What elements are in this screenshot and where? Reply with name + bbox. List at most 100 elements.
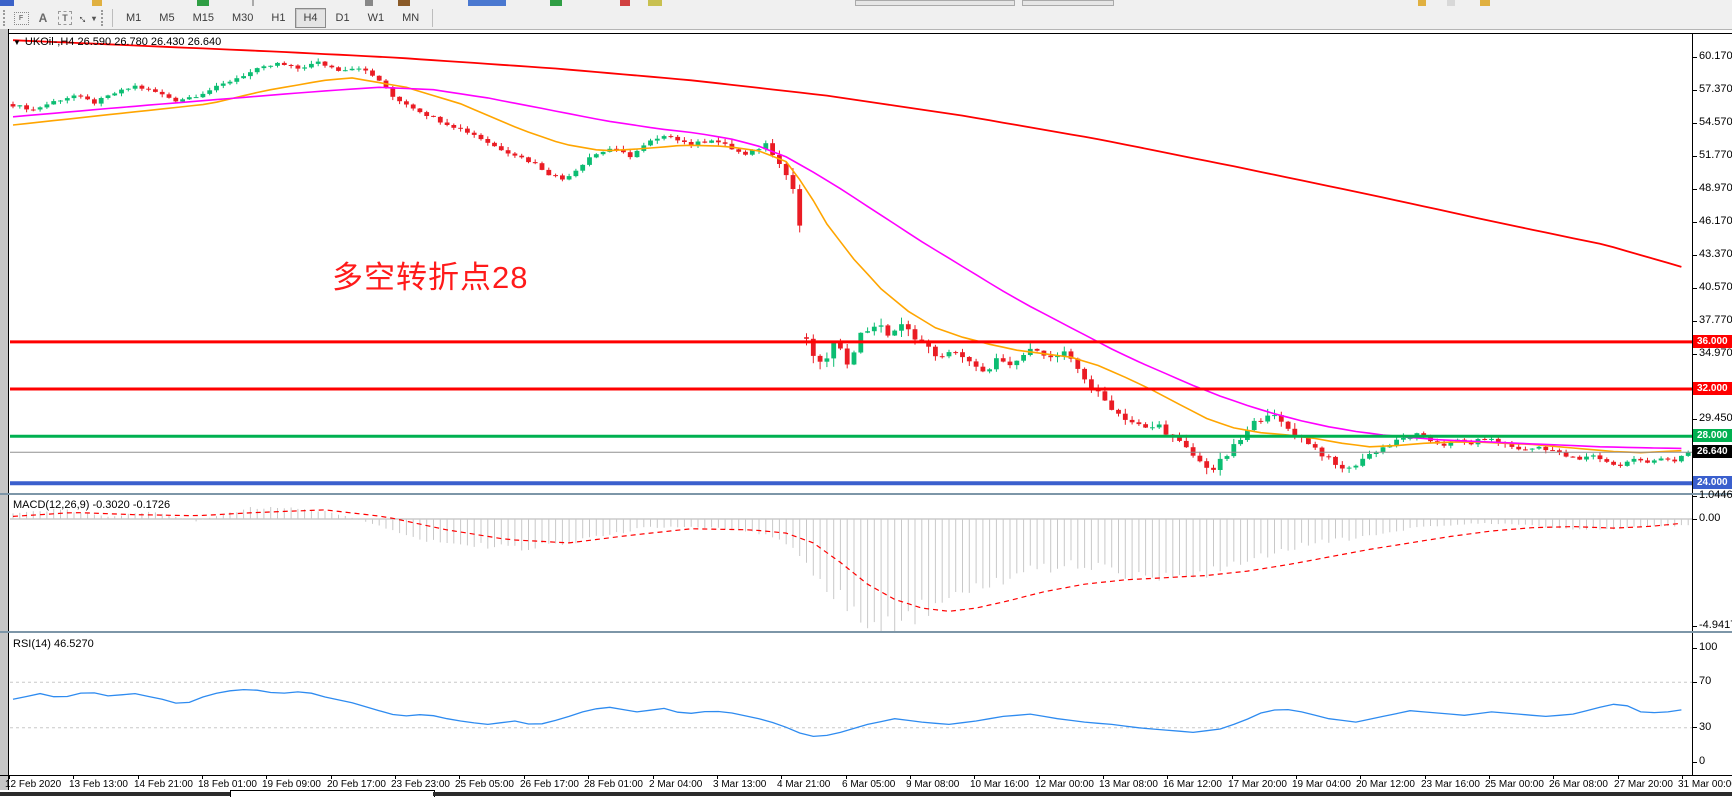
price-scale-tick[interactable] xyxy=(1692,288,1697,289)
time-axis-label[interactable]: 19 Feb 09:00 xyxy=(262,779,321,790)
rsi-scale-tick[interactable] xyxy=(1692,727,1697,728)
time-axis-label[interactable]: 31 Mar 00:00 xyxy=(1678,779,1732,790)
rsi-scale-label[interactable]: 100 xyxy=(1699,641,1718,653)
time-axis-label[interactable]: 26 Feb 17:00 xyxy=(520,779,579,790)
scrollbar-track-left[interactable] xyxy=(0,792,230,796)
price-scale-tick[interactable] xyxy=(1692,57,1697,58)
time-axis-label[interactable]: 6 Mar 05:00 xyxy=(842,779,896,790)
time-axis-tick[interactable] xyxy=(653,775,654,779)
time-axis-label[interactable]: 17 Mar 20:00 xyxy=(1228,779,1287,790)
timeframe-button-m30[interactable]: M30 xyxy=(231,12,254,24)
text-icon[interactable]: A xyxy=(33,8,53,28)
rsi-scale-label[interactable]: 30 xyxy=(1699,721,1712,733)
time-axis-tick[interactable] xyxy=(331,775,332,779)
time-axis-label[interactable]: 9 Mar 08:00 xyxy=(906,779,960,790)
time-axis-tick[interactable] xyxy=(9,775,10,779)
time-axis-tick[interactable] xyxy=(1553,775,1554,779)
time-axis-tick[interactable] xyxy=(202,775,203,779)
time-axis-label[interactable]: 3 Mar 13:00 xyxy=(713,779,767,790)
rsi-scale-tick[interactable] xyxy=(1692,648,1697,649)
time-axis-label[interactable]: 28 Feb 01:00 xyxy=(584,779,643,790)
toolbar-grip[interactable] xyxy=(3,10,10,26)
time-axis-label[interactable]: 13 Mar 08:00 xyxy=(1099,779,1158,790)
time-axis-tick[interactable] xyxy=(588,775,589,779)
timeframe-button-mn[interactable]: MN xyxy=(402,12,420,24)
price-scale-label[interactable]: 34.970 xyxy=(1699,347,1732,359)
price-line-badge[interactable]: 36.000 xyxy=(1693,335,1732,348)
collapse-triangle-icon[interactable]: ▼ xyxy=(13,38,21,47)
price-scale-label[interactable]: 51.770 xyxy=(1699,149,1732,161)
time-axis-tick[interactable] xyxy=(1425,775,1426,779)
macd-scale-tick[interactable] xyxy=(1692,496,1697,497)
macd-scale-label[interactable]: -4.9417 xyxy=(1699,619,1732,631)
scrollbar-thumb[interactable] xyxy=(230,790,435,797)
time-axis-label[interactable]: 26 Mar 08:00 xyxy=(1549,779,1608,790)
timeframe-button-d1[interactable]: D1 xyxy=(335,12,350,24)
time-axis-tick[interactable] xyxy=(138,775,139,779)
current-price-badge[interactable]: 26.640 xyxy=(1693,445,1732,458)
chart-annotation-text[interactable]: 多空转折点28 xyxy=(332,260,529,295)
timeframe-button-w1[interactable]: W1 xyxy=(367,12,385,24)
time-axis-tick[interactable] xyxy=(459,775,460,779)
time-axis-tick[interactable] xyxy=(73,775,74,779)
rsi-panel-splitter[interactable] xyxy=(0,631,1732,633)
time-axis-label[interactable]: 25 Feb 05:00 xyxy=(455,779,514,790)
scrollbar-track-right[interactable] xyxy=(433,792,1732,796)
price-scale-tick[interactable] xyxy=(1692,156,1697,157)
arrows-tool-icon[interactable]: ↔ ▾ xyxy=(75,8,97,28)
macd-panel-splitter[interactable] xyxy=(0,493,1732,495)
macd-scale-label[interactable]: 0.00 xyxy=(1699,512,1721,524)
time-axis-label[interactable]: 12 Feb 2020 xyxy=(5,779,62,790)
time-axis-tick[interactable] xyxy=(1167,775,1168,779)
timeframe-button-m5[interactable]: M5 xyxy=(159,12,175,24)
time-axis-label[interactable]: 10 Mar 16:00 xyxy=(970,779,1029,790)
price-scale-label[interactable]: 43.370 xyxy=(1699,248,1732,260)
price-scale-tick[interactable] xyxy=(1692,189,1697,190)
time-axis-tick[interactable] xyxy=(1618,775,1619,779)
time-axis-label[interactable]: 23 Mar 16:00 xyxy=(1421,779,1480,790)
text-label-icon[interactable]: T xyxy=(55,8,75,28)
timeframe-button-m15[interactable]: M15 xyxy=(192,12,214,24)
timeframe-button-h1[interactable]: H1 xyxy=(271,12,286,24)
time-axis-tick[interactable] xyxy=(846,775,847,779)
time-axis-tick[interactable] xyxy=(395,775,396,779)
rsi-scale-label[interactable]: 0 xyxy=(1699,755,1706,767)
time-axis-tick[interactable] xyxy=(524,775,525,779)
price-scale-tick[interactable] xyxy=(1692,90,1697,91)
time-axis-label[interactable]: 20 Mar 12:00 xyxy=(1356,779,1415,790)
time-axis-label[interactable]: 20 Feb 17:00 xyxy=(327,779,386,790)
rsi-scale-label[interactable]: 70 xyxy=(1699,675,1712,687)
time-axis-tick[interactable] xyxy=(974,775,975,779)
price-scale-tick[interactable] xyxy=(1692,354,1697,355)
toolbar-grip[interactable] xyxy=(101,10,108,26)
time-axis-tick[interactable] xyxy=(1682,775,1683,779)
macd-scale-tick[interactable] xyxy=(1692,519,1697,520)
macd-panel-canvas[interactable] xyxy=(10,496,1692,631)
rsi-panel-canvas[interactable] xyxy=(10,634,1692,774)
price-scale-label[interactable]: 57.370 xyxy=(1699,83,1732,95)
price-scale-label[interactable]: 54.570 xyxy=(1699,116,1732,128)
time-axis-label[interactable]: 13 Feb 13:00 xyxy=(69,779,128,790)
time-axis-tick[interactable] xyxy=(717,775,718,779)
fibonacci-retracement-icon[interactable]: F xyxy=(11,8,31,28)
chevron-down-icon[interactable]: ▾ xyxy=(92,13,97,23)
time-axis-label[interactable]: 27 Mar 20:00 xyxy=(1614,779,1673,790)
price-scale-label[interactable]: 48.970 xyxy=(1699,182,1732,194)
time-axis-tick[interactable] xyxy=(266,775,267,779)
time-axis-label[interactable]: 25 Mar 00:00 xyxy=(1485,779,1544,790)
rsi-scale-tick[interactable] xyxy=(1692,762,1697,763)
time-axis-label[interactable]: 4 Mar 21:00 xyxy=(777,779,831,790)
time-axis-label[interactable]: 23 Feb 23:00 xyxy=(391,779,450,790)
price-scale-tick[interactable] xyxy=(1692,255,1697,256)
time-axis-tick[interactable] xyxy=(910,775,911,779)
rsi-scale-tick[interactable] xyxy=(1692,682,1697,683)
horizontal-scrollbar[interactable] xyxy=(0,790,1732,797)
macd-scale-tick[interactable] xyxy=(1692,626,1697,627)
time-axis-tick[interactable] xyxy=(1103,775,1104,779)
time-axis-tick[interactable] xyxy=(1360,775,1361,779)
price-line-badge[interactable]: 28.000 xyxy=(1693,429,1732,442)
time-axis-label[interactable]: 14 Feb 21:00 xyxy=(134,779,193,790)
timeframe-button-h4[interactable]: H4 xyxy=(295,8,326,28)
time-axis-label[interactable]: 12 Mar 00:00 xyxy=(1035,779,1094,790)
price-chart-canvas[interactable] xyxy=(10,33,1692,493)
